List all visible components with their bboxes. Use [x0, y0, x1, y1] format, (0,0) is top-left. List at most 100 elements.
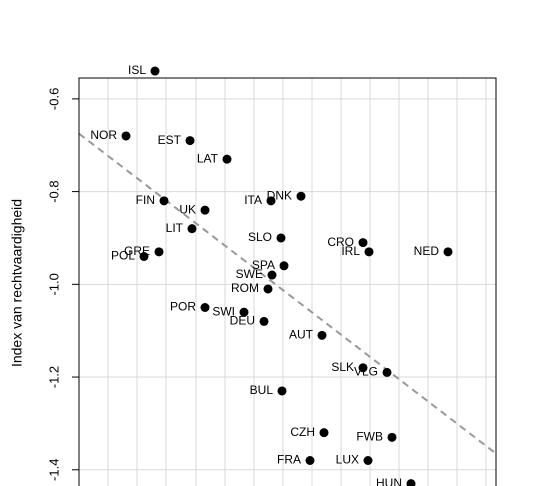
point-marker — [358, 238, 368, 248]
point-label: DNK — [267, 188, 292, 202]
data-point: HUN — [376, 476, 416, 486]
point-label: SPA — [252, 258, 275, 272]
point-marker — [443, 247, 453, 257]
y-axis-label: Index van rechtvaardigheid — [9, 199, 25, 367]
point-marker — [259, 316, 269, 326]
point-label: SLK — [331, 360, 354, 374]
point-marker — [276, 233, 286, 243]
data-point: AUT — [289, 327, 327, 341]
point-marker — [319, 428, 329, 438]
data-point: IRL — [341, 244, 374, 258]
point-marker — [363, 456, 373, 465]
point-label: SLO — [248, 230, 272, 244]
point-marker — [239, 307, 249, 317]
point-label: FIN — [136, 193, 155, 207]
data-point: FWB — [356, 429, 397, 443]
data-point: FRA — [277, 453, 315, 467]
point-marker — [187, 224, 197, 234]
point-label: CZH — [290, 425, 315, 439]
data-point: ITA — [244, 193, 276, 207]
point-label: FRA — [277, 453, 301, 467]
point-label: LIT — [166, 221, 184, 235]
data-point: DNK — [267, 188, 306, 202]
y-tick-label: -1.4 — [46, 459, 61, 481]
data-point: POR — [170, 300, 210, 314]
point-marker — [154, 247, 164, 257]
point-label: UK — [179, 202, 196, 216]
data-point: SWI — [212, 304, 249, 318]
point-label: ITA — [244, 193, 262, 207]
point-marker — [263, 284, 273, 294]
point-marker — [406, 479, 416, 486]
point-label: ROM — [231, 281, 259, 295]
y-tick-label: -0.6 — [46, 88, 61, 110]
data-point: SPA — [252, 258, 289, 272]
grid-lines — [79, 78, 496, 486]
data-point: SLK — [331, 360, 368, 374]
plot-frame — [78, 77, 497, 486]
data-point: ROM — [231, 281, 273, 295]
point-label: ISL — [128, 63, 146, 77]
point-label: FWB — [356, 429, 383, 443]
point-label: LAT — [197, 151, 219, 165]
data-point: ISL — [128, 63, 160, 77]
point-label: POL — [111, 249, 135, 263]
data-point: EST — [158, 133, 195, 147]
point-label: NOR — [90, 128, 117, 142]
point-marker — [387, 432, 397, 442]
point-marker — [364, 247, 374, 257]
point-marker — [150, 66, 160, 76]
data-point: BUL — [250, 383, 287, 397]
data-point: LUX — [336, 453, 373, 467]
point-label: POR — [170, 300, 196, 314]
point-label: AUT — [289, 327, 314, 341]
point-label: EST — [158, 133, 182, 147]
y-axis: -1.4 -1.2 -1.0 -0.8 -0.6 — [46, 78, 80, 486]
point-marker — [121, 131, 131, 141]
data-point: NOR — [90, 128, 131, 142]
data-point: LIT — [166, 221, 197, 235]
data-point: VLG — [354, 365, 392, 379]
point-marker — [279, 261, 289, 271]
data-point: LAT — [197, 151, 232, 165]
trend-line — [78, 132, 497, 455]
point-marker — [185, 136, 195, 146]
point-marker — [317, 330, 327, 340]
y-tick-label: -1.0 — [46, 273, 61, 295]
point-label: HUN — [376, 476, 402, 486]
point-marker — [382, 367, 392, 377]
point-marker — [200, 303, 210, 312]
point-label: SWE — [236, 267, 263, 281]
point-marker — [222, 154, 232, 164]
data-point: POL — [111, 249, 149, 263]
point-marker — [159, 196, 169, 206]
point-marker — [139, 252, 149, 261]
data-point: CRO — [327, 235, 368, 249]
data-point: NED — [414, 244, 453, 258]
point-label: SWI — [212, 304, 235, 318]
point-marker — [296, 191, 306, 201]
y-tick-label: -1.2 — [46, 366, 61, 388]
data-point: DEU — [230, 314, 269, 328]
point-marker — [267, 270, 277, 280]
point-marker — [277, 386, 287, 396]
data-point: FIN — [136, 193, 169, 207]
point-label: LUX — [336, 453, 359, 467]
point-marker — [200, 205, 210, 215]
data-point: UK — [179, 202, 210, 216]
data-point: SWE — [236, 267, 277, 281]
data-point: CZH — [290, 425, 329, 439]
point-marker — [305, 456, 315, 465]
y-tick-label: -0.8 — [46, 180, 61, 202]
point-label: NED — [414, 244, 440, 258]
point-marker — [266, 196, 276, 206]
data-point: SLO — [248, 230, 286, 244]
point-label: DEU — [230, 314, 255, 328]
point-label: BUL — [250, 383, 274, 397]
point-label: VLG — [354, 365, 378, 379]
point-label: IRL — [341, 244, 360, 258]
point-label: CRO — [327, 235, 354, 249]
point-marker — [358, 363, 368, 373]
